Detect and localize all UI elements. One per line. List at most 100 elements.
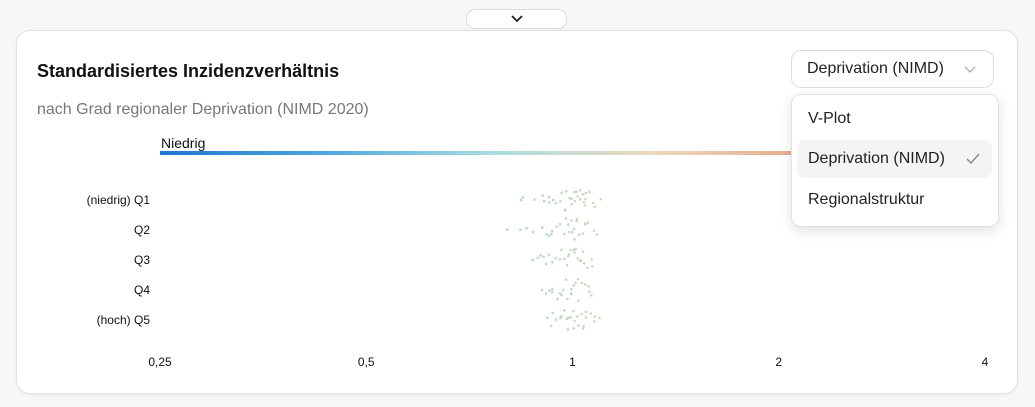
data-point [554,256,557,260]
view-select[interactable]: Deprivation (NIMD) [791,50,994,88]
data-point [584,197,587,201]
data-point [569,316,572,319]
data-point [551,311,555,315]
card-title: Standardisiertes Inzidenzverhältnis [37,61,340,81]
data-point [544,292,548,295]
data-point [566,297,569,301]
data-point [593,320,596,323]
data-point [584,191,588,195]
data-point [570,197,573,200]
data-point [521,196,525,199]
data-point [547,201,551,204]
data-point [570,218,573,222]
data-point [576,277,580,281]
data-point [560,314,563,318]
data-point [539,254,542,257]
data-point [573,319,576,323]
data-point [563,232,566,236]
data-point [570,287,573,291]
data-point [547,195,551,199]
data-point [575,219,578,223]
data-point [519,198,523,202]
data-point [587,284,590,288]
data-point [506,228,509,231]
data-point [560,248,563,252]
data-point [563,209,567,212]
category-label: Q4 [134,283,150,297]
menu-item-label: Deprivation (NIMD) [808,150,945,167]
data-point [588,290,591,294]
data-point [582,325,586,328]
data-point [582,200,586,204]
data-point [579,259,583,262]
data-point [549,324,553,328]
data-point [540,226,544,229]
category-label: (niedrig) Q1 [87,193,151,207]
data-point [593,205,596,208]
data-point [556,297,559,301]
view-select-value: Deprivation (NIMD) [807,60,944,77]
data-point [598,316,601,320]
collapse-toggle[interactable] [466,9,567,29]
data-point [577,233,581,237]
data-point [575,217,579,221]
data-point [576,315,579,318]
data-point [572,327,575,330]
data-point [586,266,590,270]
data-point [581,250,585,253]
data-point [566,328,570,331]
data-point [560,191,563,195]
data-point [599,197,603,201]
menu-item-regionalstruktur[interactable]: Regionalstruktur [797,181,992,219]
data-point [567,230,571,234]
data-point [591,201,595,205]
data-point [565,263,569,267]
data-point [572,227,576,231]
data-point [578,188,582,192]
data-point [572,309,575,313]
data-point [574,247,578,251]
data-point [544,262,548,266]
data-point [580,312,584,316]
data-point [589,312,593,315]
x-tick-label: 0,25 [148,355,172,369]
data-point [547,253,551,257]
data-point [551,260,554,264]
data-point [531,230,535,234]
menu-item-v-plot[interactable]: V-Plot [797,100,992,138]
data-point [564,278,568,281]
data-point [519,228,522,231]
data-point [584,316,588,319]
data-point [551,287,554,291]
data-point [569,248,573,252]
menu-item-deprivation[interactable]: Deprivation (NIMD) [797,140,992,178]
data-point [576,257,580,260]
data-point [546,316,549,320]
data-point [590,264,594,268]
chevron-down-icon [964,66,976,73]
deprivation-gradient-bar [160,151,985,155]
x-tick-label: 4 [982,355,989,369]
data-point [586,221,590,224]
data-point [580,281,584,285]
x-tick-label: 0,5 [358,355,375,369]
data-point [567,316,570,320]
data-point [578,198,582,201]
data-point [550,229,554,233]
data-point [573,190,576,194]
data-point [533,198,536,201]
data-point [590,294,593,297]
data-point [583,204,587,207]
data-point [573,238,576,241]
data-point [581,327,585,330]
data-point [564,189,568,193]
data-point [583,222,587,225]
data-point [551,198,555,202]
data-point [542,255,545,259]
data-point [563,309,566,312]
data-point [531,258,534,262]
data-point [541,194,544,197]
data-point [576,195,580,198]
data-point [559,199,562,203]
data-point [575,190,578,194]
